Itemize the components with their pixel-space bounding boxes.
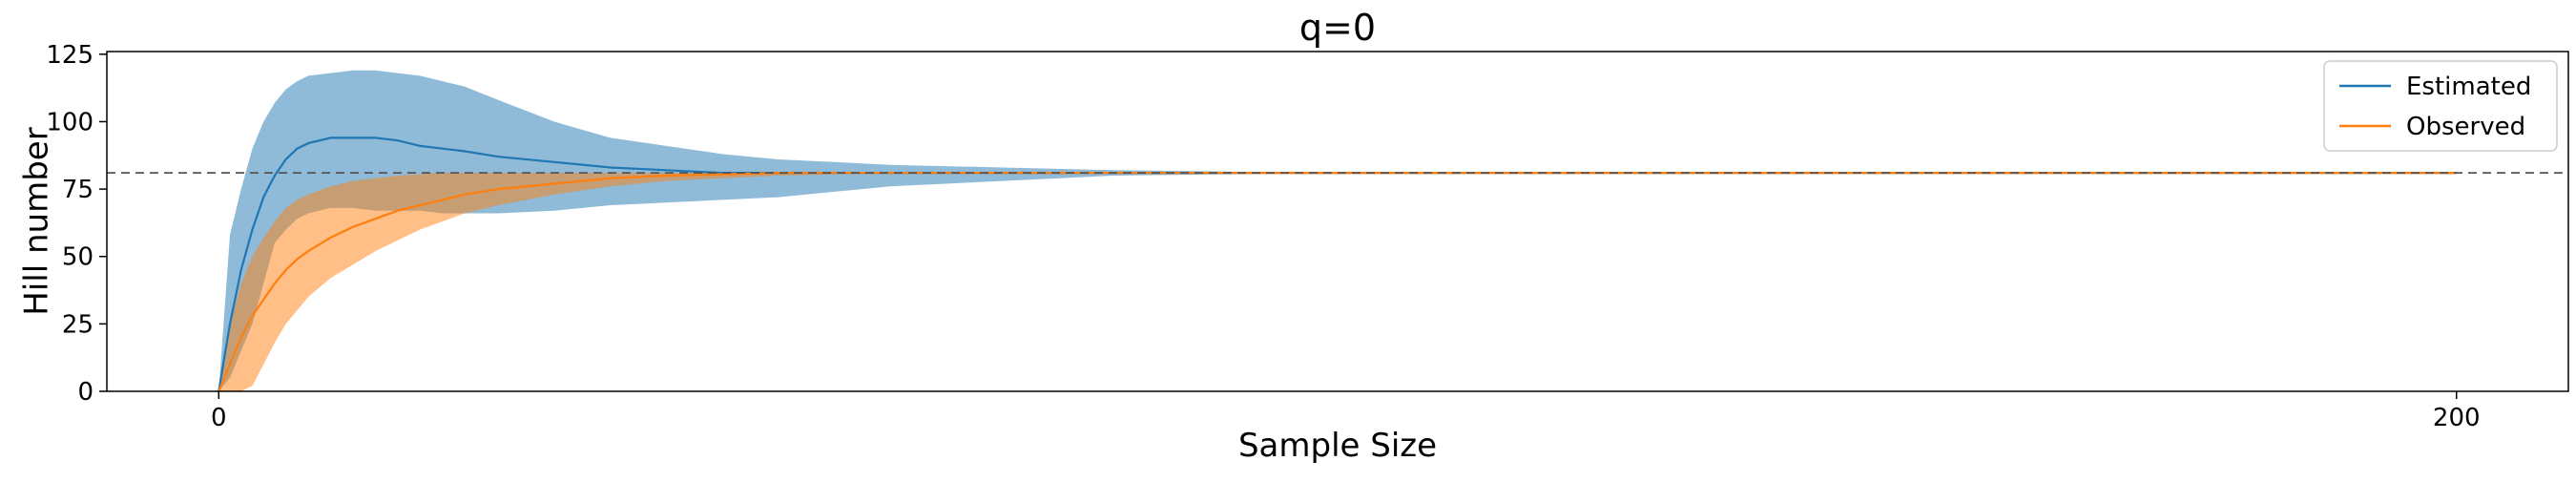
y-axis-ticks: 0 25 50 75 100 125: [46, 41, 107, 407]
plot-frame: [106, 51, 2569, 392]
legend: Estimated Observed: [2323, 60, 2558, 152]
y-tick-label-50: 50: [62, 243, 93, 272]
legend-label-estimated: Estimated: [2406, 73, 2531, 101]
y-axis-label: Hill number: [18, 127, 56, 315]
y-tick-label-75: 75: [62, 176, 93, 204]
y-tick-label-0: 0: [77, 378, 93, 407]
band-estimated: [218, 70, 2457, 392]
legend-label-observed: Observed: [2406, 113, 2525, 141]
x-tick-label-200: 200: [2433, 404, 2481, 432]
x-axis-ticks: 0 200: [211, 391, 2481, 432]
band-observed: [218, 173, 2457, 391]
x-tick-label-0: 0: [211, 404, 227, 432]
legend-box: [2323, 60, 2558, 152]
chart-title: q=0: [1299, 7, 1376, 49]
y-tick-label-25: 25: [62, 310, 93, 339]
x-axis-label: Sample Size: [1238, 427, 1437, 465]
y-tick-label-125: 125: [46, 41, 93, 70]
confidence-bands: [218, 70, 2457, 392]
y-tick-label-100: 100: [46, 108, 93, 136]
